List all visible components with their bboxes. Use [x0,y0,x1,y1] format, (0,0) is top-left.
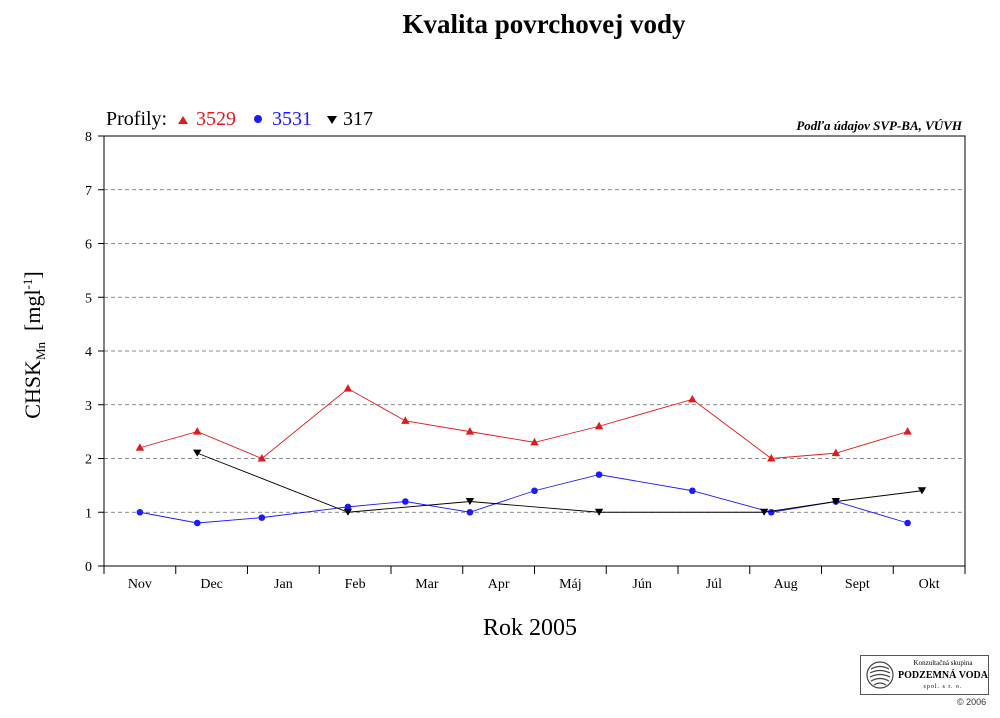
x-tick-label: Júl [706,577,722,592]
y-tick-label: 2 [85,453,92,468]
y-tick-label: 6 [85,238,92,253]
logo-line3: spol. s r. o. [923,684,963,690]
company-logo: Konzultačná skupina PODZEMNÁ VODA spol. … [860,655,989,695]
copyright-text: © 2006 [957,697,987,707]
legend-title: Profily: [106,108,167,130]
data-point-3529 [903,427,912,435]
y-tick-label: 8 [85,130,92,145]
grid-lines [104,189,965,513]
series-line-3529 [139,388,908,460]
data-point-3529 [831,448,841,457]
data-point-3531 [193,519,201,527]
x-tick-label: Jún [632,577,651,592]
series-group [135,384,927,527]
data-point-3529 [688,394,697,403]
data-point-3531 [904,519,911,527]
y-tick-label: 5 [85,291,92,306]
y-tick-label: 4 [85,345,92,360]
data-point-3531 [767,508,775,516]
logo-line2: PODZEMNÁ VODA [898,670,988,681]
data-point-3531 [595,471,603,478]
data-point-3529 [193,427,202,435]
y-tick-label: 1 [85,506,92,521]
data-point-3531 [531,487,538,495]
series-line-3531 [139,474,908,524]
data-point-317 [594,508,604,516]
data-point-3531 [344,503,352,511]
series-line-317 [197,452,923,513]
data-point-3529 [401,416,410,424]
x-tick-label: Jan [274,577,293,592]
legend: Profily: 3529 3531 317 [106,108,373,130]
data-point-3531 [136,508,144,516]
y-axis-label-sub: Mn [33,341,48,360]
chart-title: Kvalita povrchovej vody [403,9,686,39]
legend-label-317: 317 [343,108,373,130]
data-point-317 [343,508,353,516]
data-point-3531 [402,498,409,505]
data-point-3529 [530,437,539,446]
data-point-3529 [465,427,475,435]
y-axis-label-unit-sup: -1 [20,279,35,290]
source-note: Podľa údajov SVP-BA, VÚVH [796,118,963,133]
data-point-3531 [258,514,266,521]
legend-marker-317 [327,116,337,124]
legend-label-3531: 3531 [272,108,312,130]
y-axis-label-unit: [mgl [20,289,45,342]
legend-label-3529: 3529 [196,108,236,130]
y-tick-label: 0 [85,560,92,575]
x-tick-label: Dec [200,577,223,592]
data-point-317 [465,498,475,505]
data-point-317 [193,449,202,457]
y-axis-label-main: CHSK [20,360,45,419]
x-tick-label: Nov [128,577,152,592]
data-point-3531 [466,508,474,516]
data-point-317 [759,508,769,516]
x-tick-label: Feb [345,577,366,592]
data-point-3529 [343,384,353,392]
x-tick-label: Máj [559,577,582,592]
legend-marker-3529 [178,116,188,124]
data-point-3529 [594,421,604,430]
legend-marker-3531 [254,115,262,123]
data-point-3531 [689,487,696,495]
x-axis: Nov Dec Jan Feb Mar Apr Máj Jún Júl Aug Sept Okt [103,566,966,592]
y-axis-label-unit-close: ] [20,271,45,278]
x-axis-label: Rok 2005 [483,615,577,641]
x-tick-label: Sept [845,577,870,592]
x-tick-label: Okt [919,577,940,592]
data-point-317 [917,487,927,495]
x-tick-label: Mar [415,577,439,592]
logo-line1: Konzultačná skupina [913,659,973,667]
company-logo-icon [866,661,894,689]
y-tick-label: 7 [85,184,92,199]
data-point-317 [831,498,841,505]
data-point-3529 [135,443,145,451]
data-point-3529 [257,454,267,462]
data-point-3529 [767,454,776,462]
y-tick-label: 3 [85,399,92,414]
x-tick-label: Apr [488,577,510,592]
y-axis-label: CHSKMn [mgl-1] [20,271,48,418]
x-tick-label: Aug [774,577,798,592]
y-axis: 0 1 2 3 4 5 6 7 8 [85,130,104,575]
